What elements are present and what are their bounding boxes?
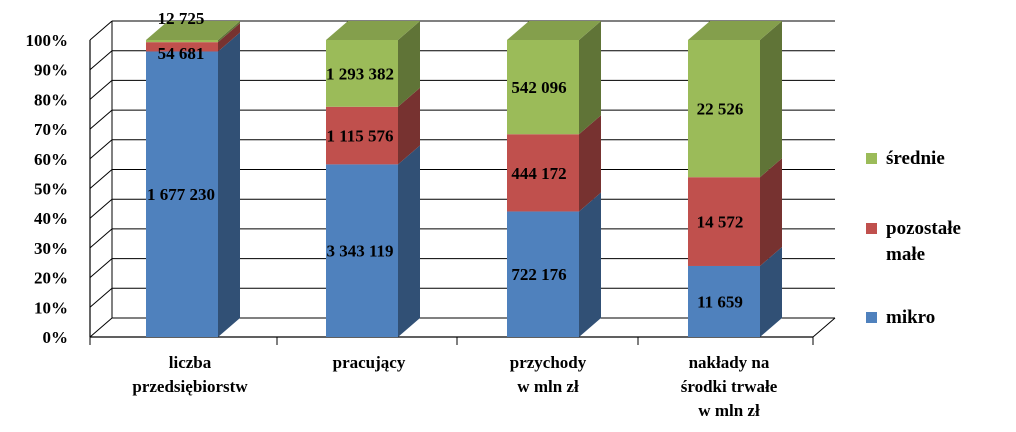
gridline-side xyxy=(89,139,113,160)
y-tick-label: 100% xyxy=(26,31,69,50)
data-label: 1 677 230 xyxy=(147,185,215,204)
x-category-label: pracujący xyxy=(333,353,406,372)
data-label: 54 681 xyxy=(158,44,205,63)
bar-side-2-1 xyxy=(579,115,601,212)
gridline-side xyxy=(89,228,113,249)
y-tick-label: 40% xyxy=(34,209,68,228)
bar-side-0-2 xyxy=(218,21,240,43)
gridline-side xyxy=(89,317,113,338)
bar-segment-1-0 xyxy=(326,164,398,337)
bar-side-1-1 xyxy=(398,87,420,165)
bar-segment-3-1 xyxy=(688,177,760,266)
legend-swatch xyxy=(866,153,877,164)
bar-segment-2-0 xyxy=(507,211,579,337)
bar-segment-1-2 xyxy=(326,40,398,107)
x-category-label: przedsiębiorstw xyxy=(132,377,248,396)
gridline-side xyxy=(89,169,113,189)
legend-swatch xyxy=(866,223,877,234)
bar-top-2 xyxy=(507,21,601,40)
legend-label: małe xyxy=(886,244,925,265)
legend-label: pozostałe xyxy=(886,218,961,239)
legend-label: średnie xyxy=(886,148,945,169)
gridline-side xyxy=(89,109,113,130)
bar-top-3 xyxy=(688,21,782,40)
gridline-side xyxy=(89,258,113,278)
bar-segment-2-1 xyxy=(507,134,579,212)
y-tick-label: 80% xyxy=(34,90,68,109)
floor-right-edge xyxy=(812,317,836,338)
bar-side-2-0 xyxy=(579,192,601,337)
y-tick-label: 20% xyxy=(34,269,68,288)
bar-top-1 xyxy=(326,21,420,40)
y-tick-label: 30% xyxy=(34,239,68,258)
bar-segment-0-0 xyxy=(146,51,218,337)
x-category-label: w mln zł xyxy=(517,377,579,396)
data-label: 22 526 xyxy=(697,100,744,119)
gridline-side xyxy=(89,80,113,100)
y-tick-label: 90% xyxy=(34,61,68,80)
bar-side-3-0 xyxy=(760,246,782,337)
legend-swatch xyxy=(866,312,877,323)
x-category-label: przychody xyxy=(510,353,587,372)
bar-side-1-2 xyxy=(398,21,420,107)
y-tick-label: 10% xyxy=(34,298,68,317)
data-label: 1 115 576 xyxy=(326,127,393,146)
bar-segment-3-0 xyxy=(688,265,760,337)
bar-side-3-2 xyxy=(760,21,782,178)
y-tick-label: 50% xyxy=(34,180,68,199)
bar-segment-0-2 xyxy=(146,40,218,43)
y-tick-label: 0% xyxy=(43,328,69,347)
gridline-side xyxy=(89,20,113,41)
gridline-side xyxy=(89,198,113,219)
data-label: 444 172 xyxy=(511,164,566,183)
bar-segment-2-2 xyxy=(507,40,579,135)
y-tick-label: 60% xyxy=(34,150,68,169)
data-label: 12 725 xyxy=(158,9,205,28)
data-label: 722 176 xyxy=(511,265,566,284)
bar-side-2-2 xyxy=(579,21,601,135)
x-category-label: w mln zł xyxy=(698,401,760,420)
gridline-side xyxy=(89,287,113,308)
bar-side-1-0 xyxy=(398,145,420,337)
x-category-label: liczba xyxy=(169,353,212,372)
legend-label: mikro xyxy=(886,307,935,328)
bar-side-3-1 xyxy=(760,158,782,266)
x-category-label: środki trwałe xyxy=(681,377,778,396)
data-label: 3 343 119 xyxy=(326,242,393,261)
bar-segment-0-1 xyxy=(146,42,218,52)
bar-top-0 xyxy=(146,21,240,40)
data-label: 1 293 382 xyxy=(326,64,394,83)
data-label: 11 659 xyxy=(697,292,743,311)
bar-segment-1-1 xyxy=(326,106,398,165)
bar-side-0-1 xyxy=(218,23,240,52)
bar-side-0-0 xyxy=(218,32,240,337)
x-category-label: nakłady na xyxy=(689,353,770,372)
data-label: 542 096 xyxy=(511,78,566,97)
bar-segment-3-2 xyxy=(688,40,760,178)
y-tick-label: 70% xyxy=(34,120,68,139)
gridline-side xyxy=(89,50,113,71)
data-label: 14 572 xyxy=(697,213,744,232)
